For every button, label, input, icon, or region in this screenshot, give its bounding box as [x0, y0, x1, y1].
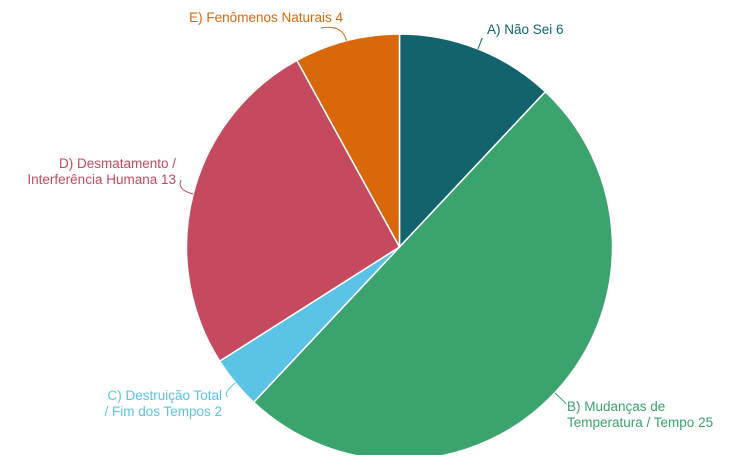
slice-label-line: Temperatura / Tempo 25 — [567, 415, 713, 430]
slice-label-line: B) Mudanças de — [567, 399, 665, 414]
slice-label-d: D) Desmatamento / Interferência Humana 13 — [27, 156, 176, 187]
leader-line-d — [179, 179, 194, 195]
leader-line-e — [320, 26, 347, 41]
leader-line-a — [477, 37, 483, 50]
slice-label-line: C) Destruição Total — [107, 388, 222, 403]
slice-label-line: E) Fenômenos Naturais 4 — [189, 10, 343, 25]
pie-slice-b — [252, 90, 614, 460]
slice-label-line: A) Não Sei 6 — [487, 22, 564, 37]
labels-layer: A) Não Sei 6 B) Mudanças de Temperatura / … — [27, 10, 713, 430]
slices-layer — [185, 33, 614, 460]
slice-label-line: D) Desmatamento / — [59, 156, 176, 171]
slice-label-b: B) Mudanças de Temperatura / Tempo 25 — [567, 399, 713, 430]
slice-label-e: E) Fenômenos Naturais 4 — [189, 10, 343, 25]
slice-label-c: C) Destruição Total / Fim dos Tempos 2 — [104, 388, 222, 419]
leader-lines-layer — [179, 26, 567, 405]
pie-slice-d — [185, 59, 401, 363]
leader-line-c — [225, 382, 236, 398]
leader-line-b — [554, 392, 567, 405]
slice-label-a: A) Não Sei 6 — [487, 22, 564, 37]
slice-label-line: / Fim dos Tempos 2 — [104, 404, 222, 419]
slice-label-line: Interferência Humana 13 — [27, 172, 176, 187]
pie-slice-e — [295, 33, 401, 248]
